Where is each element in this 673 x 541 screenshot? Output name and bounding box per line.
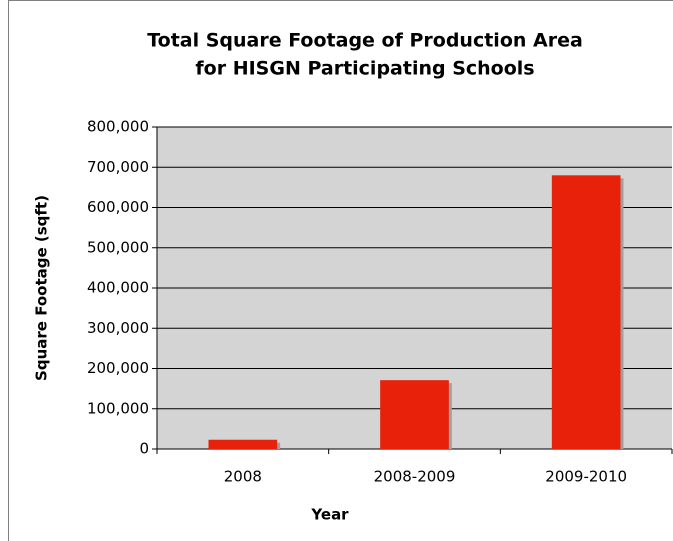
- x-tick-label: 2008: [224, 468, 262, 486]
- y-tick-label: 400,000: [87, 279, 149, 297]
- y-tick-label: 100,000: [87, 399, 149, 417]
- x-tick-label: 2008-2009: [374, 468, 456, 486]
- bar: [380, 380, 449, 449]
- y-tick-label: 0: [139, 440, 149, 458]
- y-axis-title: Square Footage (sqft): [33, 195, 51, 381]
- chart-title: Total Square Footage of Production Area: [147, 30, 583, 52]
- y-tick-label: 700,000: [87, 158, 149, 176]
- bar: [551, 175, 621, 450]
- y-tick-label: 600,000: [87, 198, 149, 216]
- chart-title: for HISGN Participating Schools: [195, 58, 534, 80]
- x-axis-title: Year: [310, 506, 349, 524]
- y-tick-label: 300,000: [87, 319, 149, 337]
- y-tick-label: 800,000: [87, 118, 149, 136]
- y-tick-label: 200,000: [87, 359, 149, 377]
- bar: [208, 439, 278, 449]
- y-tick-label: 500,000: [87, 238, 149, 256]
- x-tick-label: 2009-2010: [545, 468, 627, 486]
